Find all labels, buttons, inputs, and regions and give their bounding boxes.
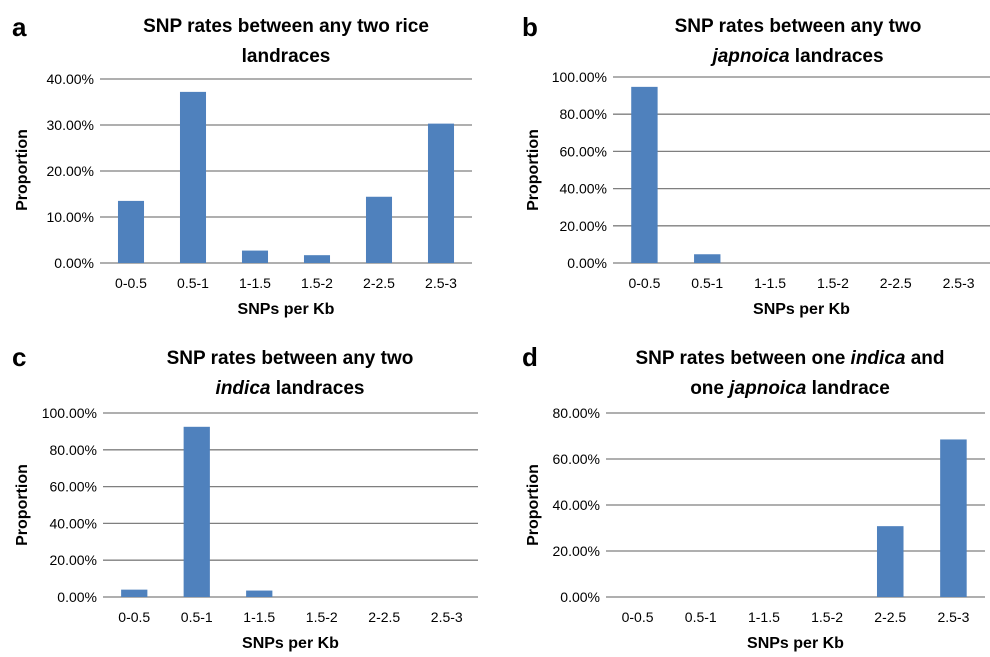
bar-2.5-3 (940, 439, 967, 597)
x-tick-label: 1.5-2 (301, 275, 333, 291)
y-tick-label: 40.00% (47, 71, 94, 87)
bar-0.5-1 (694, 254, 721, 263)
x-axis-label: SNPs per Kb (238, 301, 335, 318)
bar-2.5-3 (427, 123, 455, 264)
bar-0-0.5 (117, 200, 145, 263)
panel-letter: d (522, 342, 538, 372)
x-tick-label: 0.5-1 (181, 609, 213, 625)
y-tick-label: 40.00% (560, 181, 607, 197)
y-tick-label: 40.00% (50, 515, 97, 531)
y-tick-label: 20.00% (560, 218, 607, 234)
title-text: and (905, 348, 944, 369)
y-axis-label: Proportion (14, 129, 31, 211)
chart-title-line: indica landraces (216, 378, 365, 399)
y-tick-label: 80.00% (50, 442, 97, 458)
y-tick-label: 0.00% (57, 589, 97, 605)
y-tick-label: 80.00% (553, 405, 600, 421)
y-tick-label: 60.00% (50, 479, 97, 495)
y-axis-label: Proportion (525, 129, 542, 211)
x-tick-label: 0-0.5 (118, 609, 150, 625)
bar-1-1.5 (246, 590, 273, 597)
chart-title-line: SNP rates between any two (167, 348, 414, 369)
title-text: landraces (270, 378, 364, 399)
x-tick-label: 0.5-1 (691, 275, 723, 291)
bar-1.5-2 (303, 255, 331, 263)
y-tick-label: 100.00% (552, 69, 607, 85)
x-tick-label: 2-2.5 (874, 609, 906, 625)
x-tick-label: 1-1.5 (748, 609, 780, 625)
panel-b: b SNP rates between any two japnoica landr… (522, 12, 990, 318)
y-tick-label: 60.00% (560, 143, 607, 159)
panel-c: c SNP rates between any two indica landrac… (12, 342, 478, 652)
title-text: indica (216, 378, 271, 399)
bar-1-1.5 (241, 250, 269, 263)
y-tick-label: 80.00% (560, 106, 607, 122)
x-tick-label: 2.5-3 (431, 609, 463, 625)
chart-title-line: landraces (242, 46, 331, 67)
y-tick-label: 40.00% (553, 497, 600, 513)
panel-letter: a (12, 12, 27, 42)
y-tick-label: 0.00% (560, 589, 600, 605)
x-tick-label: 2.5-3 (937, 609, 969, 625)
x-tick-label: 1-1.5 (243, 609, 275, 625)
bar-2-2.5 (876, 526, 904, 597)
title-text: SNP rates between any two (167, 348, 414, 369)
x-tick-label: 1-1.5 (239, 275, 271, 291)
title-text: indica (851, 348, 906, 369)
panel-letter: c (12, 342, 26, 372)
y-tick-label: 20.00% (50, 552, 97, 568)
title-text: landraces (242, 46, 331, 67)
bar-0-0.5 (121, 589, 148, 597)
x-tick-label: 1.5-2 (306, 609, 338, 625)
y-tick-label: 0.00% (567, 255, 607, 271)
title-text: landraces (790, 46, 884, 67)
title-text: japnoica (709, 46, 790, 67)
x-tick-label: 0.5-1 (177, 275, 209, 291)
x-axis-label: SNPs per Kb (242, 635, 339, 652)
chart-title-line: japnoica landraces (709, 46, 883, 67)
x-axis-label: SNPs per Kb (753, 301, 850, 318)
bar-0-0.5 (631, 86, 658, 263)
y-tick-label: 100.00% (42, 405, 97, 421)
x-tick-label: 2-2.5 (368, 609, 400, 625)
bar-2-2.5 (365, 196, 393, 263)
y-axis-label: Proportion (14, 464, 31, 546)
title-text: japnoica (726, 378, 807, 399)
bar-0.5-1 (183, 426, 210, 597)
y-tick-label: 0.00% (54, 255, 94, 271)
title-text: one (690, 378, 729, 399)
x-tick-label: 1.5-2 (817, 275, 849, 291)
x-tick-label: 0-0.5 (115, 275, 147, 291)
x-tick-label: 2.5-3 (425, 275, 457, 291)
x-axis-label: SNPs per Kb (747, 635, 844, 652)
x-tick-label: 0-0.5 (628, 275, 660, 291)
chart-title-line: SNP rates between one indica and (635, 348, 944, 369)
title-text: SNP rates between any two (675, 16, 922, 37)
chart-title-line: SNP rates between any two rice (143, 16, 429, 37)
y-tick-label: 30.00% (47, 117, 94, 133)
chart-title-line: one japnoica landrace (690, 378, 890, 399)
x-tick-label: 1-1.5 (754, 275, 786, 291)
y-tick-label: 60.00% (553, 451, 600, 467)
title-text: landrace (806, 378, 889, 399)
bar-0.5-1 (179, 91, 207, 263)
title-text: SNP rates between one (635, 348, 850, 369)
x-tick-label: 0.5-1 (685, 609, 717, 625)
x-tick-label: 2-2.5 (880, 275, 912, 291)
y-tick-label: 20.00% (47, 163, 94, 179)
y-axis-label: Proportion (525, 464, 542, 546)
y-tick-label: 10.00% (47, 209, 94, 225)
panel-d: d SNP rates between one indica and one jap… (522, 342, 985, 652)
panel-a: a SNP rates between any two rice landraces… (12, 12, 472, 318)
panel-letter: b (522, 12, 538, 42)
y-tick-label: 20.00% (553, 543, 600, 559)
x-tick-label: 2.5-3 (943, 275, 975, 291)
x-tick-label: 1.5-2 (811, 609, 843, 625)
title-text: SNP rates between any two rice (143, 16, 429, 37)
chart-title-line: SNP rates between any two (675, 16, 922, 37)
x-tick-label: 0-0.5 (622, 609, 654, 625)
x-tick-label: 2-2.5 (363, 275, 395, 291)
